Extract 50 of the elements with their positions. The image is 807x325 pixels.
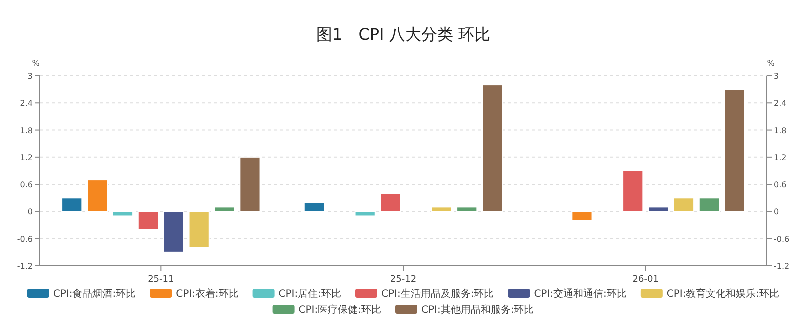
legend-label: CPI:居住:环比 [278, 288, 342, 300]
y2-tick-label: -1.2 [774, 262, 790, 271]
y-tick-label: -1.2 [17, 262, 33, 271]
x-tick-label: 26-01 [632, 275, 659, 285]
y2-axis-title: % [767, 59, 776, 68]
y2-tick-label: 1.2 [774, 153, 787, 162]
bar [214, 206, 236, 212]
y2-tick-label: -0.6 [774, 234, 790, 244]
legend-label: CPI:教育文化和娱乐:环比 [666, 288, 780, 300]
x-tick-label: 25-12 [390, 275, 417, 285]
legend-label: CPI:生活用品及服务:环比 [382, 288, 494, 300]
legend-label: CPI:衣着:环比 [176, 288, 239, 300]
bar [138, 211, 159, 230]
y2-tick-label: 1.8 [774, 126, 787, 136]
y-tick-label: 1.2 [20, 153, 33, 162]
bar [163, 211, 184, 253]
bar [648, 206, 670, 212]
y-axis-title: % [32, 59, 40, 68]
bar [572, 211, 593, 222]
bar [673, 198, 695, 212]
x-tick-label: 25-11 [148, 275, 174, 285]
bar [431, 206, 452, 212]
y-tick-label: 1.8 [20, 126, 33, 136]
bar [380, 193, 402, 212]
bar [240, 156, 261, 212]
bar [354, 211, 376, 217]
bar [698, 198, 720, 212]
y2-tick-label: 0.6 [774, 180, 787, 190]
legend-label: CPI:其他用品和服务:环比 [422, 304, 534, 316]
y2-tick-label: 0 [774, 208, 780, 217]
legend-label: CPI:医疗保健:环比 [298, 304, 382, 316]
bar [112, 211, 134, 217]
legend-label: CPI:食品烟酒:环比 [53, 288, 136, 300]
chart-title: 图1 CPI 八大分类 环比 [316, 25, 490, 44]
bar [86, 180, 108, 212]
bar [62, 198, 83, 212]
bar [482, 84, 504, 212]
bar [456, 206, 478, 212]
y-tick-label: 0.6 [20, 180, 33, 190]
legend-label: CPI:交通和通信:环比 [534, 288, 627, 300]
bar [622, 170, 644, 212]
y-tick-label: 3 [28, 72, 33, 81]
y-tick-label: -0.6 [17, 234, 33, 244]
bar [304, 202, 325, 212]
bar [188, 211, 210, 248]
y2-tick-label: 3 [774, 72, 780, 81]
y-tick-label: 0 [28, 208, 33, 217]
y-tick-label: 2.4 [20, 99, 33, 108]
y2-tick-label: 2.4 [774, 99, 787, 108]
bar [724, 89, 746, 212]
